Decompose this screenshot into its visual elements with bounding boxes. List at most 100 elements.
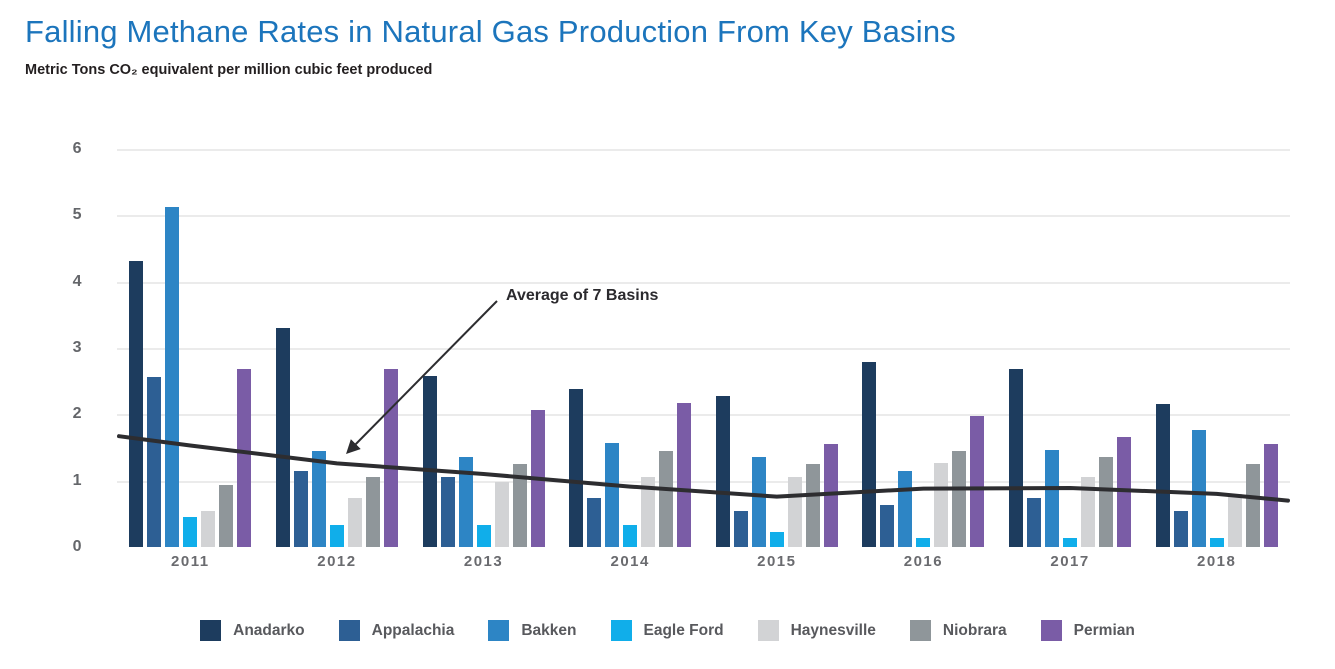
legend-item-appalachia: Appalachia: [338, 620, 455, 641]
bar-niobrara-2014: [659, 450, 674, 547]
legend-label: Anadarko: [233, 621, 305, 639]
bar-haynesville-2015: [787, 477, 802, 547]
bar-appalachia-2018: [1173, 511, 1188, 547]
year-group-2015: [704, 149, 851, 547]
bar-niobrara-2015: [805, 464, 820, 547]
legend-swatch: [200, 620, 222, 641]
y-tick-label: 2: [72, 405, 82, 423]
legend-item-haynesville: Haynesville: [757, 620, 876, 641]
bar-permian-2013: [530, 410, 545, 547]
legend-swatch: [338, 620, 360, 641]
bar-eagle-ford-2011: [183, 517, 198, 547]
bar-anadarko-2014: [569, 389, 584, 547]
gridline: [117, 348, 1290, 350]
bar-eagle-ford-2015: [769, 532, 784, 547]
legend-swatch: [488, 620, 510, 641]
legend: Anadarko Appalachia Bakken Eagle Ford Haynes…: [0, 620, 1335, 641]
bar-eagle-ford-2016: [916, 538, 931, 547]
x-tick-label-2011: 2011: [171, 553, 210, 570]
average-line-label: Average of 7 Basins: [506, 287, 659, 304]
bar-permian-2011: [237, 369, 252, 547]
y-tick-label: 3: [72, 339, 82, 356]
bar-permian-2014: [677, 403, 692, 547]
bar-permian-2015: [823, 443, 838, 547]
gridline: [117, 149, 1290, 151]
bar-bakken-2018: [1191, 429, 1206, 547]
bar-bakken-2012: [311, 450, 326, 547]
year-group-2012: [264, 149, 411, 547]
bar-appalachia-2012: [293, 471, 308, 547]
bar-bakken-2016: [898, 470, 913, 547]
year-group-2013: [410, 149, 557, 547]
bar-niobrara-2012: [365, 477, 380, 547]
bar-permian-2018: [1263, 443, 1278, 547]
legend-swatch: [757, 620, 779, 641]
bar-bakken-2015: [751, 456, 766, 547]
bar-niobrara-2016: [952, 450, 967, 547]
legend-label: Haynesville: [790, 621, 876, 639]
bar-haynesville-2014: [641, 477, 656, 547]
page-title: Falling Methane Rates in Natural Gas Pro…: [25, 14, 956, 49]
bar-haynesville-2013: [494, 482, 509, 547]
bar-anadarko-2015: [715, 396, 730, 547]
bar-bakken-2013: [458, 456, 473, 547]
year-group-2018: [1143, 149, 1290, 547]
bar-niobrara-2017: [1099, 457, 1114, 547]
bar-bakken-2017: [1045, 450, 1060, 547]
legend-swatch: [1040, 620, 1062, 641]
legend-label: Appalachia: [371, 621, 455, 639]
legend-swatch: [610, 620, 632, 641]
legend-swatch: [909, 620, 931, 641]
x-tick-label-2017: 2017: [1050, 553, 1090, 570]
x-tick-label-2018: 2018: [1197, 553, 1237, 570]
bar-permian-2017: [1117, 436, 1132, 547]
year-group-2011: [117, 149, 264, 547]
gridline: [117, 414, 1290, 417]
bar-permian-2016: [970, 416, 985, 547]
x-axis: 2011 2012 2013 2014 2015 2016 2017 2018: [117, 553, 1290, 570]
chart-units-subtitle: Metric Tons CO₂ equivalent per million c…: [25, 62, 433, 78]
bar-haynesville-2011: [201, 510, 216, 547]
bar-haynesville-2016: [934, 463, 949, 547]
bar-eagle-ford-2013: [476, 525, 491, 547]
bar-appalachia-2011: [147, 376, 162, 547]
bar-niobrara-2011: [219, 484, 234, 547]
legend-label: Niobrara: [942, 621, 1007, 639]
legend-label: Eagle Ford: [643, 621, 724, 639]
bar-niobrara-2018: [1245, 464, 1260, 547]
legend-item-permian: Permian: [1040, 620, 1135, 641]
year-group-2014: [557, 149, 704, 547]
x-tick-label-2016: 2016: [903, 553, 944, 570]
bar-anadarko-2013: [422, 375, 437, 547]
y-tick-label: 6: [72, 140, 82, 157]
bar-appalachia-2015: [733, 510, 748, 547]
legend-item-bakken: Bakken: [488, 620, 577, 641]
bar-bakken-2011: [165, 206, 180, 547]
bar-eagle-ford-2018: [1209, 538, 1224, 547]
year-group-2017: [997, 149, 1144, 547]
bar-bakken-2014: [605, 442, 620, 547]
x-tick-label-2014: 2014: [610, 553, 650, 570]
plot-area: [117, 149, 1290, 547]
bar-anadarko-2011: [129, 261, 144, 547]
gridline: [117, 215, 1290, 218]
legend-item-anadarko: Anadarko: [200, 620, 305, 641]
year-group-2016: [850, 149, 997, 547]
y-tick-label: 1: [72, 471, 82, 489]
x-tick-label-2013: 2013: [463, 553, 504, 570]
bar-anadarko-2012: [275, 328, 290, 547]
y-tick-label: 5: [72, 206, 82, 224]
bar-haynesville-2012: [347, 497, 362, 547]
bar-appalachia-2016: [880, 505, 895, 547]
bar-appalachia-2017: [1027, 497, 1042, 547]
gridline: [117, 281, 1290, 284]
y-tick-label: 4: [72, 272, 82, 290]
bar-anadarko-2018: [1155, 403, 1170, 547]
x-tick-label-2015: 2015: [757, 553, 797, 570]
bar-appalachia-2014: [587, 497, 602, 547]
bar-groups: [117, 149, 1290, 547]
bar-eagle-ford-2012: [329, 525, 344, 547]
bar-eagle-ford-2014: [623, 525, 638, 547]
y-tick-label: 0: [72, 538, 82, 555]
